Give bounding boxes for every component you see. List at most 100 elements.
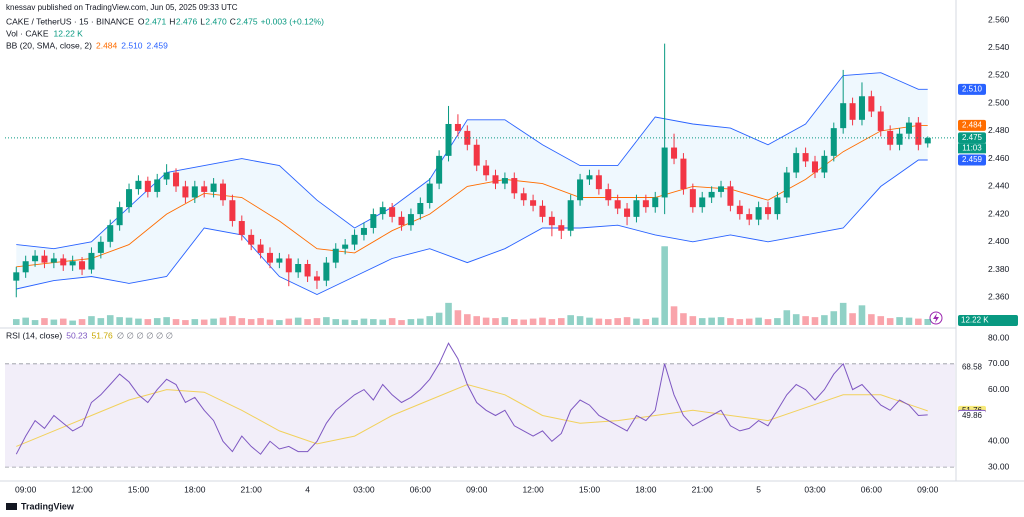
volume-bar [332,319,340,325]
volume-bar [313,318,321,325]
volume-bar [229,316,236,325]
candle-body [858,96,865,120]
candle-body [219,183,227,201]
rsi-band [5,363,955,468]
volume-bar [116,317,123,325]
volume-bar [539,317,546,325]
volume-bar [191,319,199,325]
y-tick-label: 2.520 [988,70,1010,80]
candle-body [201,186,208,192]
volume-bar [492,318,499,325]
candle-body [154,179,161,192]
candle-body [257,244,264,253]
candle-body [774,197,781,215]
candle-body [595,175,602,190]
volume-bar [586,317,593,325]
candle-body [436,155,443,184]
candle-body [41,255,48,263]
volume-bar [595,318,603,325]
volume-bar [69,320,76,325]
candle-body [755,207,762,220]
candle-body [736,205,743,215]
rsi-badge [958,362,986,373]
candle-body [671,147,678,159]
bb-band-fill [16,72,928,295]
volume-bar [106,315,114,325]
volume-bar [341,319,349,325]
price-badge [958,154,986,166]
candle-body [370,214,377,228]
candle-body [379,207,386,215]
ohlc-value: 2.476 [176,16,198,26]
x-tick-label: 09:00 [466,484,488,494]
rsi-value: 51.76 [92,330,114,340]
candle-body [191,186,198,198]
alert-icon[interactable] [929,311,943,325]
volume-bar [219,317,227,325]
volume-bar [736,319,744,325]
volume-bar [435,312,443,325]
volume-bar [31,320,39,325]
y-tick-label: 2.440 [988,181,1010,191]
volume-bar [821,315,828,325]
candle-body [868,96,875,112]
rsi-tick-label: 40.00 [988,436,1010,446]
bb-lower [16,159,928,295]
volume-bar [50,319,58,325]
x-tick-label: 21:00 [241,484,263,494]
candle-body [539,205,546,217]
volume-bar [511,319,518,325]
volume-bar [247,319,255,325]
volume-bar [182,320,189,325]
candle-body [79,261,86,270]
x-tick-label: 09:00 [917,484,939,494]
x-tick-label: 4 [305,484,310,494]
ohlc-value: 2.470 [205,16,227,26]
candle-body [614,200,621,209]
volume-bar [360,318,368,325]
alert-bolt [933,313,939,323]
candle-body [323,262,330,281]
candle-body [558,225,565,231]
candle-body [97,241,104,253]
volume-bar [520,319,527,325]
volume-bar [567,315,574,325]
x-tick-label: 12:00 [522,484,544,494]
volume-bar [501,317,509,325]
candle-body [88,252,95,270]
candle-body [483,165,490,176]
candle-body [915,122,922,145]
rsi-ma-line [16,383,928,447]
volume-bar [792,314,800,325]
price-badge-label: 2.510 [962,84,983,93]
candle-body [304,264,311,277]
bb-value: 2.484 [96,40,118,50]
ohlc-key: C [230,16,236,26]
volume-bar [445,302,452,325]
volume-bar [774,318,781,325]
x-tick-label: 09:00 [15,484,37,494]
candle-body [652,197,659,208]
candle-body [144,180,151,192]
volume-bar [464,314,471,325]
volume-bar [88,316,95,325]
candle-body [802,153,809,162]
candle-body [821,155,828,173]
candle-body [13,272,20,281]
candle-body [708,191,715,198]
volume-bar [698,318,706,325]
volume-bar [323,317,330,325]
brand-logo [6,503,17,510]
y-tick-label: 2.400 [988,236,1010,246]
volume-bar [849,313,856,325]
volume-bar [370,319,377,325]
bb-basis [16,124,928,268]
volume-bar [886,318,894,325]
candle-body [830,128,837,156]
x-tick-label: 5 [756,484,761,494]
candle-body [718,186,725,192]
candle-body [661,147,668,198]
volume-bar [163,317,170,325]
volume-bar [614,318,621,325]
x-tick-label: 03:00 [353,484,375,494]
